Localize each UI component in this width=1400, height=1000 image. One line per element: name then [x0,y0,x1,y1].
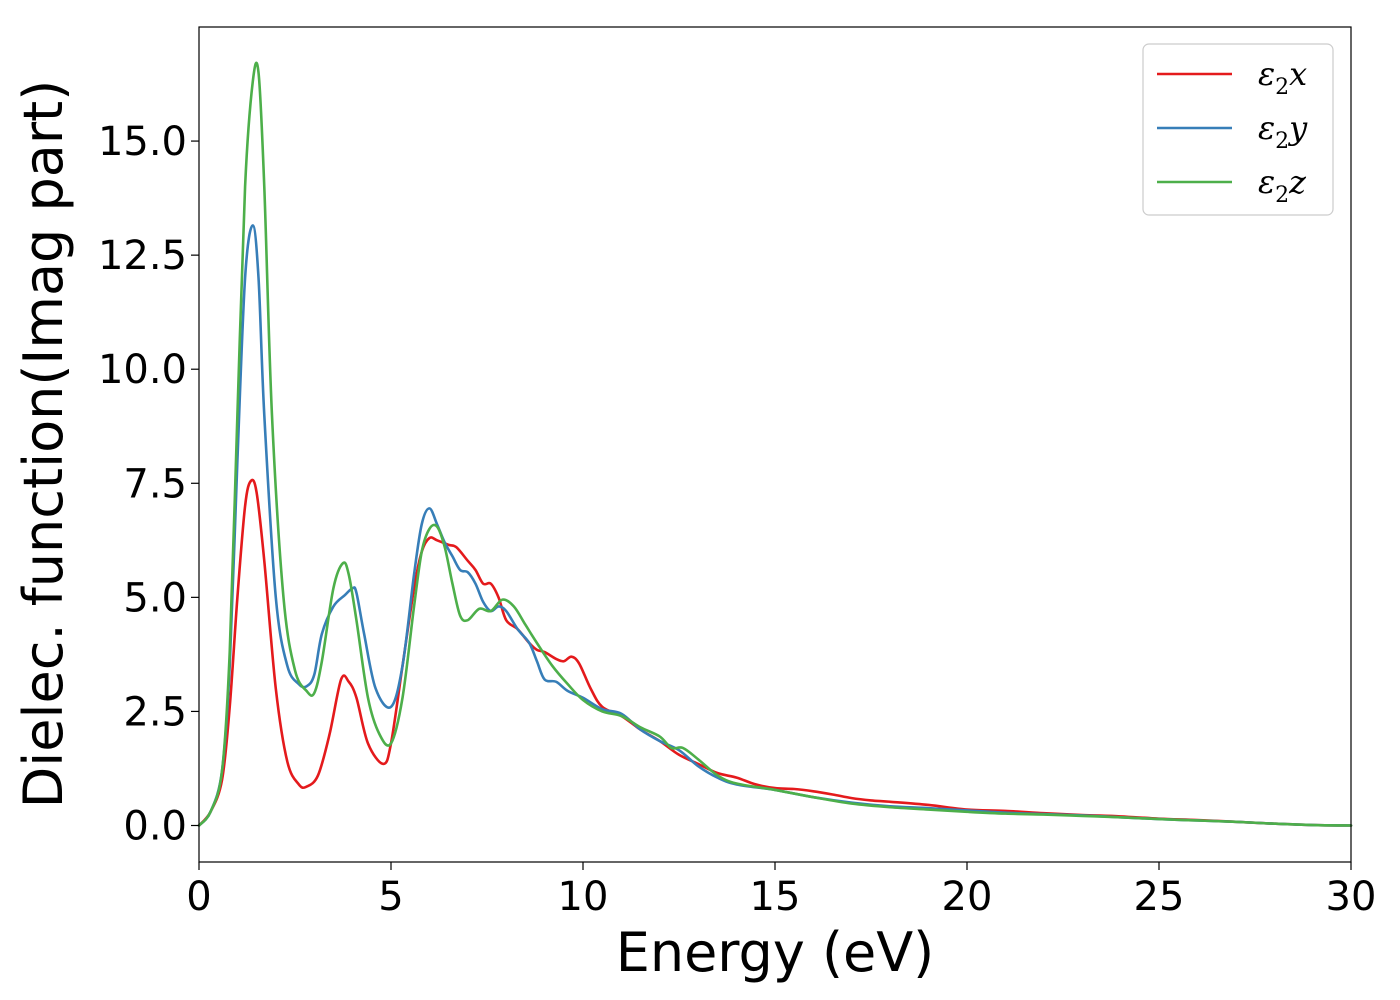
y-axis: 0.0 2.5 5.0 7.5 10.0 12.5 15.0 [98,119,199,849]
series-line-z [197,61,1353,827]
y-tick-label: 7.5 [123,461,187,507]
x-tick-label: 0 [186,874,211,920]
series-lines [197,61,1353,827]
x-tick-label: 25 [1134,874,1185,920]
x-tick-label: 10 [558,874,609,920]
y-tick-label: 5.0 [123,575,187,621]
y-tick-label: 10.0 [98,347,187,393]
y-tick-label: 0.0 [123,803,187,849]
x-tick-label: 20 [942,874,993,920]
legend-label-x: ε2x [1258,55,1307,100]
y-axis-label: Dielec. function(Imag part) [12,80,75,809]
legend-label-y: ε2y [1258,109,1308,154]
x-axis: 0 5 10 15 20 25 30 [186,862,1376,920]
x-tick-label: 5 [378,874,403,920]
x-tick-label: 30 [1326,874,1377,920]
x-tick-label: 15 [750,874,801,920]
y-tick-label: 12.5 [98,233,187,279]
legend-label-z: ε2z [1258,163,1307,208]
x-axis-label: Energy (eV) [616,921,935,984]
legend-box [1142,43,1334,216]
legend: ε2x ε2y ε2z [1142,43,1334,216]
y-tick-label: 15.0 [98,119,187,165]
y-tick-label: 2.5 [123,689,187,735]
